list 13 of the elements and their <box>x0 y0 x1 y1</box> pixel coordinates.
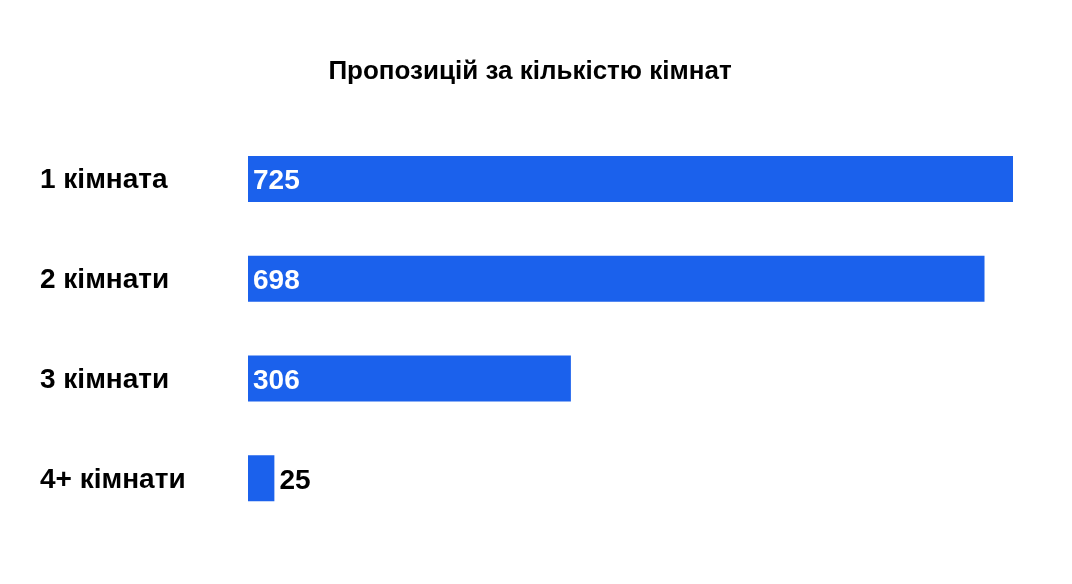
bar <box>248 355 571 402</box>
y-tick-label: 3 кімнати <box>40 362 170 394</box>
bar <box>248 255 985 302</box>
data-label: 306 <box>253 363 300 395</box>
y-tick-label: 1 кімната <box>40 163 169 195</box>
bar <box>248 455 275 502</box>
data-label: 698 <box>253 264 300 296</box>
chart-title: Пропозицій за кількістю кімнат <box>328 55 732 85</box>
bar <box>248 155 1013 202</box>
y-tick-label: 4+ кімнати <box>40 462 186 494</box>
data-label: 25 <box>279 463 311 495</box>
data-label: 725 <box>253 164 300 196</box>
y-tick-label: 2 кімнати <box>40 263 170 295</box>
